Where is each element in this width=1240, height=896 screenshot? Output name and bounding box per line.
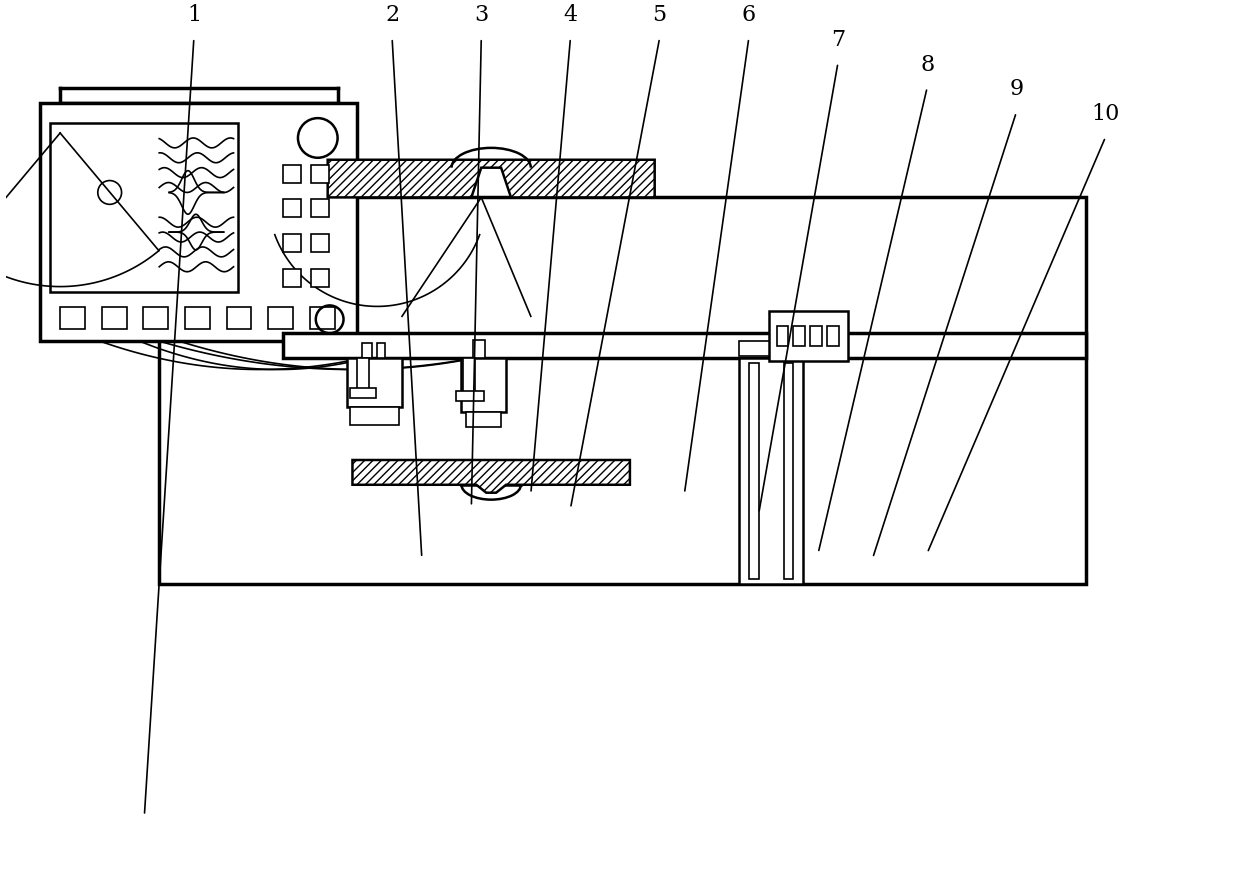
Bar (794, 326, 805, 346)
Text: 4: 4 (563, 4, 578, 26)
Bar (283, 200, 301, 217)
Bar (357, 358, 370, 392)
Text: 9: 9 (1009, 78, 1023, 100)
Bar (739, 341, 774, 356)
Bar (283, 234, 301, 252)
Bar (739, 358, 804, 584)
Bar (60, 307, 84, 329)
Bar (185, 307, 210, 329)
Text: 5: 5 (652, 4, 667, 26)
Text: 3: 3 (474, 4, 489, 26)
Bar (311, 269, 329, 287)
Bar (749, 363, 759, 579)
Bar (784, 363, 794, 579)
Bar (102, 307, 126, 329)
Text: 7: 7 (831, 29, 846, 51)
Bar (227, 307, 252, 329)
Bar (456, 391, 485, 401)
Text: 6: 6 (742, 4, 756, 26)
Bar (461, 358, 506, 412)
Bar (311, 234, 329, 252)
Bar (466, 412, 501, 427)
Bar (159, 197, 1086, 584)
Bar (347, 358, 402, 408)
Polygon shape (327, 159, 655, 197)
Bar (268, 307, 293, 329)
Text: 2: 2 (386, 4, 399, 26)
Bar (310, 307, 335, 329)
Bar (810, 326, 822, 346)
Bar (283, 333, 1086, 358)
Text: 8: 8 (920, 54, 934, 75)
Bar (41, 103, 357, 341)
Bar (351, 408, 399, 426)
Text: 10: 10 (1091, 103, 1120, 125)
Bar (351, 388, 376, 398)
Bar (776, 326, 789, 346)
Bar (283, 165, 301, 183)
Bar (377, 343, 386, 358)
Bar (311, 200, 329, 217)
Bar (464, 358, 475, 396)
Bar (827, 326, 839, 346)
Bar (362, 343, 372, 358)
Bar (283, 269, 301, 287)
Bar (144, 307, 169, 329)
Bar (311, 165, 329, 183)
Polygon shape (352, 460, 630, 493)
Bar (51, 123, 238, 291)
Bar (474, 340, 485, 358)
Text: 1: 1 (187, 4, 201, 26)
Bar (769, 312, 848, 361)
